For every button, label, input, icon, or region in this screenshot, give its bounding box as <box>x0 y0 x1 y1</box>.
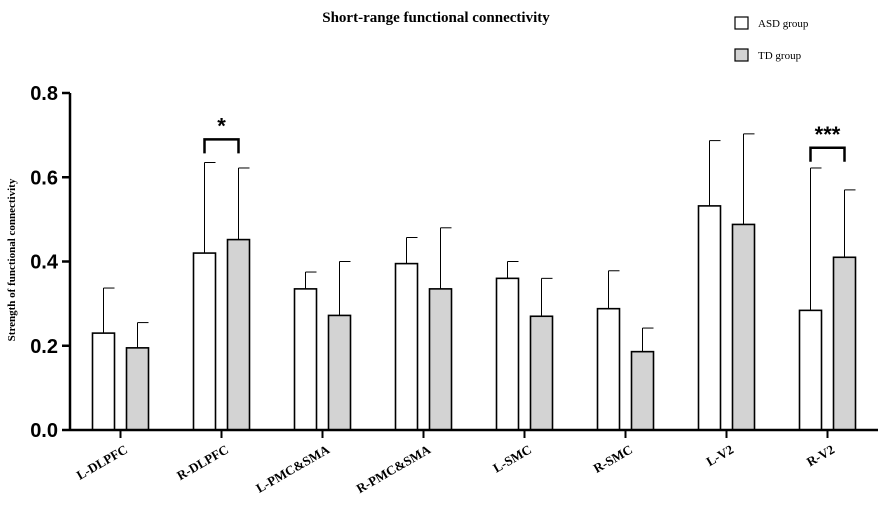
significance-label: *** <box>815 122 841 147</box>
x-tick-label: L-SMC <box>490 442 534 476</box>
bar-asd <box>697 205 722 431</box>
error-bars-layer <box>103 133 856 352</box>
legend-swatch-td <box>734 48 749 62</box>
bar-td <box>731 223 756 431</box>
x-tick-label: R-SMC <box>591 442 635 476</box>
bar-asd <box>596 307 621 431</box>
bar-asd <box>293 288 318 431</box>
x-tick-label: R-DLPFC <box>174 442 231 484</box>
bar-td <box>832 256 857 431</box>
y-tick-label: 0.2 <box>30 336 58 358</box>
bar-asd <box>798 309 823 431</box>
significance-bracket <box>203 138 240 154</box>
legend-label: TD group <box>758 50 802 62</box>
significance-bracket <box>809 146 846 162</box>
y-tick-label: 0.8 <box>30 83 58 105</box>
significance-label: * <box>217 113 226 138</box>
x-tick-label: L-PMC&SMA <box>253 441 332 495</box>
legend-label: ASD group <box>758 18 809 30</box>
x-tick-label: L-V2 <box>703 442 736 469</box>
significance-layer: * *** <box>203 113 846 162</box>
bar-td <box>529 315 554 431</box>
bars-layer <box>91 205 857 431</box>
x-tick-label: R-PMC&SMA <box>354 441 434 496</box>
bar-asd <box>495 277 520 431</box>
chart-title: Short-range functional connectivity <box>322 10 550 26</box>
bar-td <box>327 314 352 431</box>
legend-swatch-asd <box>734 16 749 30</box>
bar-asd <box>394 262 419 431</box>
y-tick-label: 0.4 <box>30 252 59 274</box>
x-tick-label: L-DLPFC <box>74 442 130 483</box>
bar-asd <box>192 252 217 431</box>
y-tick-label: 0.0 <box>30 420 58 442</box>
bar-td <box>125 347 150 431</box>
bar-td <box>428 288 453 431</box>
bar-asd <box>91 332 116 431</box>
y-axis-label: Strength of functional connectivity <box>6 178 18 341</box>
y-tick-label: 0.6 <box>30 167 58 189</box>
bar-td <box>630 350 655 431</box>
bar-td <box>226 238 251 431</box>
legend: ASD group TD group <box>734 16 809 62</box>
x-tick-label: R-V2 <box>804 442 837 470</box>
